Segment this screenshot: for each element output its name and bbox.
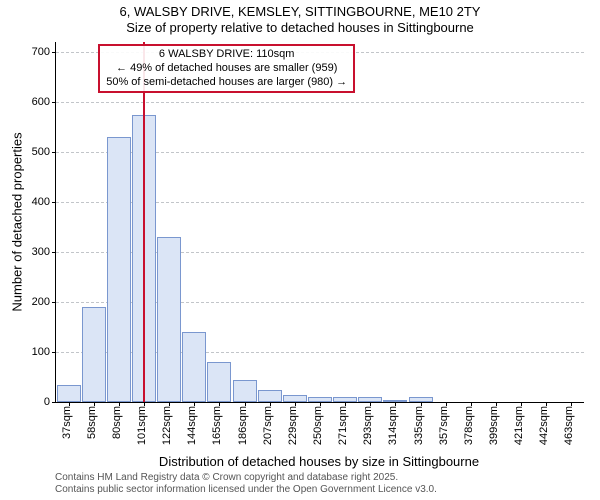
histogram-bar	[233, 380, 257, 403]
x-tick-label: 165sqm	[211, 406, 223, 445]
x-tick-label: 421sqm	[513, 406, 525, 445]
y-tick	[52, 252, 56, 253]
y-tick	[52, 52, 56, 53]
callout-line2: ← 49% of detached houses are smaller (95…	[106, 62, 347, 76]
y-tick-label: 400	[32, 196, 50, 208]
chart-title-line1: 6, WALSBY DRIVE, KEMSLEY, SITTINGBOURNE,…	[0, 0, 600, 20]
y-tick	[52, 402, 56, 403]
histogram-bar	[207, 362, 231, 402]
y-tick-label: 600	[32, 96, 50, 108]
x-tick-label: 335sqm	[413, 406, 425, 445]
x-tick-label: 250sqm	[312, 406, 324, 445]
chart-title-line2: Size of property relative to detached ho…	[0, 20, 600, 36]
histogram-bar	[182, 332, 206, 402]
footer-line2: Contains public sector information licen…	[55, 484, 437, 496]
y-tick	[52, 152, 56, 153]
histogram-bar	[107, 137, 131, 402]
y-tick-label: 300	[32, 246, 50, 258]
x-tick-label: 293sqm	[362, 406, 374, 445]
y-tick	[52, 352, 56, 353]
x-tick-label: 399sqm	[488, 406, 500, 445]
callout-line1: 6 WALSBY DRIVE: 110sqm	[106, 48, 347, 62]
y-gridline	[56, 102, 584, 103]
x-tick-label: 122sqm	[161, 406, 173, 445]
x-axis-label: Distribution of detached houses by size …	[159, 454, 479, 469]
x-tick-label: 442sqm	[538, 406, 550, 445]
x-tick-label: 58sqm	[86, 406, 98, 439]
y-tick-label: 100	[32, 346, 50, 358]
y-tick	[52, 202, 56, 203]
x-tick-label: 207sqm	[262, 406, 274, 445]
x-tick-label: 463sqm	[563, 406, 575, 445]
histogram-bar	[57, 385, 81, 403]
y-tick-label: 500	[32, 146, 50, 158]
property-marker-line	[143, 42, 145, 402]
y-tick	[52, 102, 56, 103]
x-tick-label: 37sqm	[61, 406, 73, 439]
y-tick-label: 700	[32, 46, 50, 58]
histogram-bar	[82, 307, 106, 402]
x-tick-label: 144sqm	[186, 406, 198, 445]
x-tick-label: 314sqm	[387, 406, 399, 445]
x-tick-label: 271sqm	[337, 406, 349, 445]
x-tick-label: 101sqm	[136, 406, 148, 445]
histogram-bar	[283, 395, 307, 403]
x-tick-label: 80sqm	[111, 406, 123, 439]
histogram-bar	[157, 237, 181, 402]
callout-line3: 50% of semi-detached houses are larger (…	[106, 76, 347, 90]
y-axis-label: Number of detached properties	[10, 132, 25, 311]
plot-area: 010020030040050060070037sqm58sqm80sqm101…	[55, 42, 584, 403]
y-tick	[52, 302, 56, 303]
footer-line1: Contains HM Land Registry data © Crown c…	[55, 472, 437, 484]
x-tick-label: 186sqm	[237, 406, 249, 445]
x-tick-label: 378sqm	[463, 406, 475, 445]
histogram-bar	[258, 390, 282, 403]
x-tick-label: 357sqm	[438, 406, 450, 445]
y-tick-label: 0	[44, 396, 50, 408]
property-callout: 6 WALSBY DRIVE: 110sqm← 49% of detached …	[98, 44, 355, 93]
chart-footer: Contains HM Land Registry data © Crown c…	[55, 472, 437, 496]
x-tick-label: 229sqm	[287, 406, 299, 445]
y-tick-label: 200	[32, 296, 50, 308]
chart-container: 6, WALSBY DRIVE, KEMSLEY, SITTINGBOURNE,…	[0, 0, 600, 500]
